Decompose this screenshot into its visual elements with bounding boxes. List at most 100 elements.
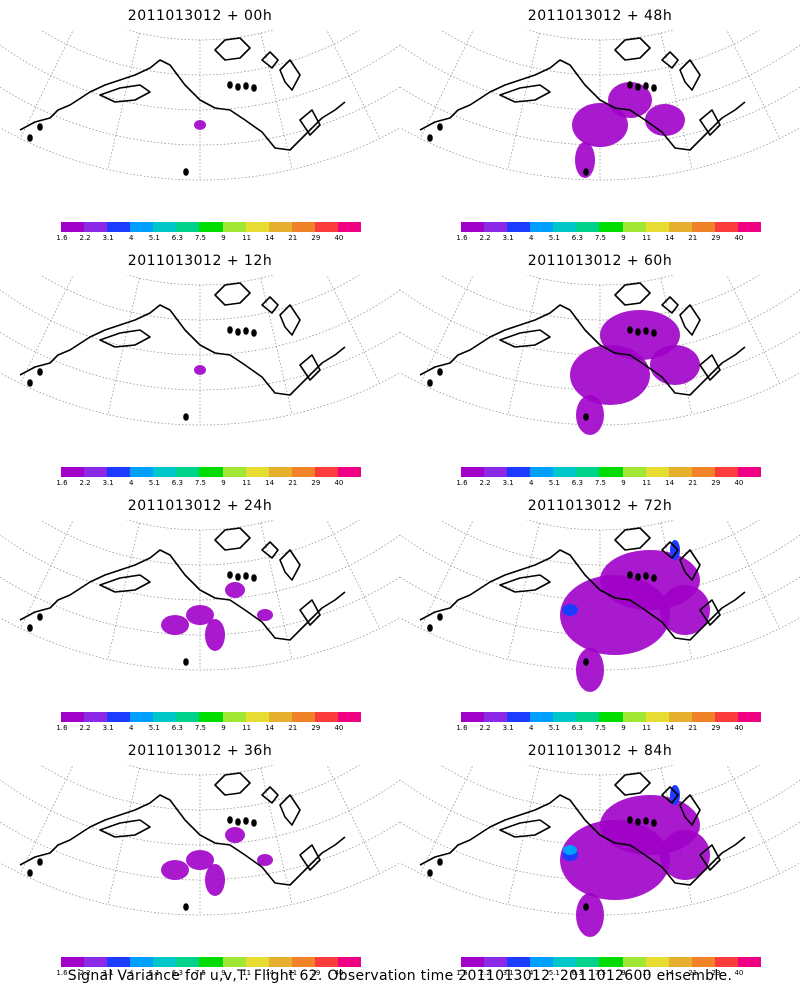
colorbar-swatch — [337, 712, 362, 722]
colorbar-label: 7.5 — [194, 969, 207, 977]
colorbar-swatch — [291, 467, 315, 477]
colorbar-label: 11 — [242, 234, 252, 242]
colorbar-label: 4 — [128, 234, 134, 242]
colorbar-label: 21 — [688, 724, 698, 732]
colorbar-label: 21 — [288, 234, 298, 242]
colorbar-label: 14 — [265, 479, 275, 487]
colorbar-swatch — [553, 222, 577, 232]
colorbar — [461, 712, 762, 722]
polar-map — [0, 275, 400, 426]
colorbar-labels: 1.6 2.2 3.1 4 5.1 6.3 7.5 9 11 14 21 29 40 — [456, 969, 761, 979]
forecast-panel: 2011013012 + 00h 1.6 2.2 3.1 4 5.1 6.3 7.5 9 11 14… — [0, 0, 400, 245]
colorbar-swatch — [153, 712, 177, 722]
figure-caption: Signal Variance for u,v,T. Flight 62. Ob… — [67, 968, 733, 984]
colorbar-label: 14 — [665, 479, 675, 487]
graticule — [0, 275, 400, 426]
colorbar-swatch — [176, 467, 200, 477]
colorbar-swatch — [176, 712, 200, 722]
colorbar-label: 1.6 — [56, 724, 68, 732]
colorbar-label: 14 — [665, 969, 675, 977]
panel-title: 2011013012 + 12h — [127, 253, 273, 269]
colorbar-label: 6.3 — [571, 234, 583, 242]
colorbar-swatch — [61, 712, 85, 722]
panel-title: 2011013012 + 60h — [527, 253, 673, 269]
colorbar-swatch — [84, 467, 108, 477]
colorbar-swatch — [337, 957, 362, 967]
colorbar — [61, 712, 362, 722]
polar-map — [400, 30, 800, 181]
variance-shading — [560, 785, 710, 937]
colorbar-label: 2.2 — [79, 479, 91, 487]
colorbar-swatch — [61, 957, 85, 967]
panel-title: 2011013012 + 84h — [527, 743, 673, 759]
coastline — [419, 527, 746, 666]
colorbar-label: 29 — [711, 479, 721, 487]
colorbar-label: 6.3 — [171, 234, 183, 242]
colorbar-label: 29 — [311, 724, 321, 732]
colorbar-label: 2.2 — [479, 724, 491, 732]
colorbar-labels: 1.6 2.2 3.1 4 5.1 6.3 7.5 9 11 14 21 29 40 — [56, 234, 361, 244]
colorbar-swatch — [291, 712, 315, 722]
colorbar-labels: 1.6 2.2 3.1 4 5.1 6.3 7.5 9 11 14 21 29 40 — [56, 479, 361, 489]
colorbar-label: 9 — [621, 479, 626, 487]
colorbar-swatch — [668, 467, 692, 477]
colorbar-label: 11 — [242, 479, 252, 487]
colorbar-swatch — [530, 467, 554, 477]
forecast-panel: 2011013012 + 12h 1.6 2.2 3.1 4 5.1 6.3 7.5 9 11 14… — [0, 245, 400, 490]
colorbar-swatch — [691, 957, 715, 967]
colorbar-swatch — [314, 222, 338, 232]
colorbar-swatch — [337, 222, 362, 232]
colorbar-swatch — [176, 957, 200, 967]
colorbar-swatch — [576, 467, 600, 477]
coastline — [419, 37, 746, 176]
colorbar-label: 11 — [242, 724, 252, 732]
colorbar-label: 9 — [621, 969, 626, 977]
variance-shading — [194, 120, 206, 130]
panel-title: 2011013012 + 00h — [127, 8, 273, 24]
colorbar-label: 3.1 — [502, 234, 514, 242]
colorbar-label: 3.1 — [102, 969, 114, 977]
colorbar-label: 4 — [528, 724, 534, 732]
panel-title: 2011013012 + 36h — [127, 743, 273, 759]
colorbar-label: 3.1 — [502, 479, 514, 487]
colorbar-swatch — [130, 222, 154, 232]
colorbar-swatch — [61, 222, 85, 232]
colorbar-label: 6.3 — [571, 969, 583, 977]
colorbar — [461, 467, 762, 477]
colorbar-label: 11 — [642, 479, 652, 487]
polar-map — [400, 765, 800, 937]
colorbar-label: 9 — [221, 234, 226, 242]
colorbar-swatch — [668, 222, 692, 232]
forecast-panel: 2011013012 + 84h 1.6 2.2 3.1 4 5.1 6.3 7.5 9 11 14… — [400, 735, 800, 980]
colorbar-label: 3.1 — [102, 724, 114, 732]
colorbar-label: 14 — [665, 234, 675, 242]
colorbar-swatch — [622, 222, 646, 232]
colorbar-label: 7.5 — [194, 724, 207, 732]
polar-map — [0, 520, 400, 671]
colorbar-swatch — [245, 712, 269, 722]
forecast-panel: 2011013012 + 36h 1.6 2.2 3.1 4 5.1 6.3 7.5 9 11 14… — [0, 735, 400, 980]
colorbar-label: 5.1 — [148, 234, 160, 242]
colorbar-swatch — [737, 467, 762, 477]
colorbar-swatch — [714, 712, 738, 722]
colorbar-label: 1.6 — [456, 969, 468, 977]
graticule — [0, 30, 400, 181]
colorbar-swatch — [314, 957, 338, 967]
colorbar-label: 14 — [265, 969, 275, 977]
colorbar-label: 6.3 — [571, 724, 583, 732]
colorbar-swatch — [599, 222, 623, 232]
colorbar-swatch — [622, 957, 646, 967]
panel-title: 2011013012 + 24h — [127, 498, 273, 514]
colorbar-swatch — [268, 467, 292, 477]
coastline — [419, 772, 746, 911]
colorbar-swatch — [484, 222, 508, 232]
colorbar-label: 4 — [128, 724, 134, 732]
colorbar-swatch — [553, 712, 577, 722]
colorbar-swatch — [461, 712, 485, 722]
colorbar-label: 40 — [334, 724, 344, 732]
colorbar-label: 29 — [711, 724, 721, 732]
colorbar-label: 7.5 — [594, 479, 607, 487]
colorbar-swatch — [222, 957, 246, 967]
colorbar-label: 6.3 — [171, 479, 183, 487]
colorbar — [61, 957, 362, 967]
